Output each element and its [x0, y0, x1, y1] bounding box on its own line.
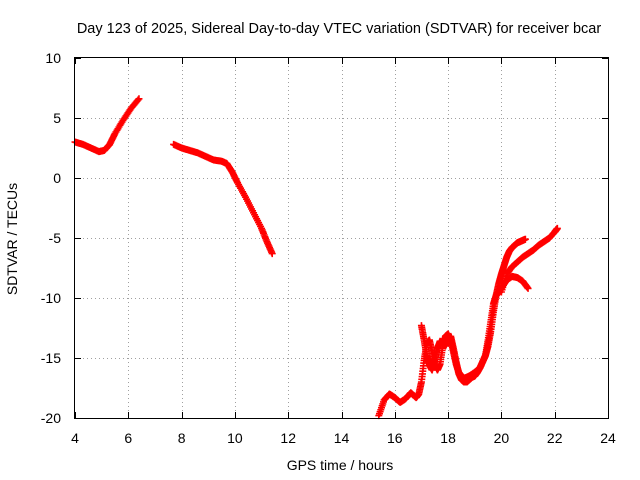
y-tick-label: -5 [49, 230, 62, 246]
x-tick-label: 22 [547, 430, 563, 446]
series-segment-5 [497, 224, 561, 296]
data-point-marker [521, 235, 529, 243]
series-segment-4 [417, 235, 529, 386]
x-tick-label: 10 [227, 430, 243, 446]
y-tick-label: 10 [45, 50, 61, 66]
x-tick-label: 16 [387, 430, 403, 446]
x-tick-label: 8 [178, 430, 186, 446]
data-point-marker [134, 96, 142, 104]
grid-lines [75, 58, 608, 418]
y-tick-label: 0 [53, 170, 61, 186]
series-segment-2 [170, 140, 276, 258]
x-tick-label: 4 [71, 430, 79, 446]
data-series [71, 95, 561, 420]
y-tick-label: 5 [53, 110, 61, 126]
x-axis-label: GPS time / hours [287, 457, 394, 473]
data-point-marker [268, 250, 276, 258]
x-tick-label: 18 [440, 430, 456, 446]
series-segment-1 [71, 95, 143, 156]
y-tick-label: -20 [41, 410, 61, 426]
y-tick-label: -10 [41, 290, 61, 306]
axis-ticks: 4 6 8 10 12 14 16 18 20 22 24 10 5 0 -5 -10 -15 -20 [41, 50, 616, 446]
x-tick-label: 12 [280, 430, 296, 446]
x-tick-label: 14 [334, 430, 350, 446]
x-tick-label: 20 [494, 430, 510, 446]
data-point-marker [553, 224, 561, 232]
data-point-marker [135, 95, 143, 103]
data-point-marker [524, 284, 532, 292]
plot-frame [74, 57, 609, 419]
x-tick-label: 24 [600, 430, 616, 446]
x-tick-label: 6 [124, 430, 132, 446]
y-axis-label: SDTVAR / TECUs [4, 183, 20, 295]
chart-title: Day 123 of 2025, Sidereal Day-to-day VTE… [77, 21, 602, 37]
y-tick-label: -15 [41, 350, 61, 366]
